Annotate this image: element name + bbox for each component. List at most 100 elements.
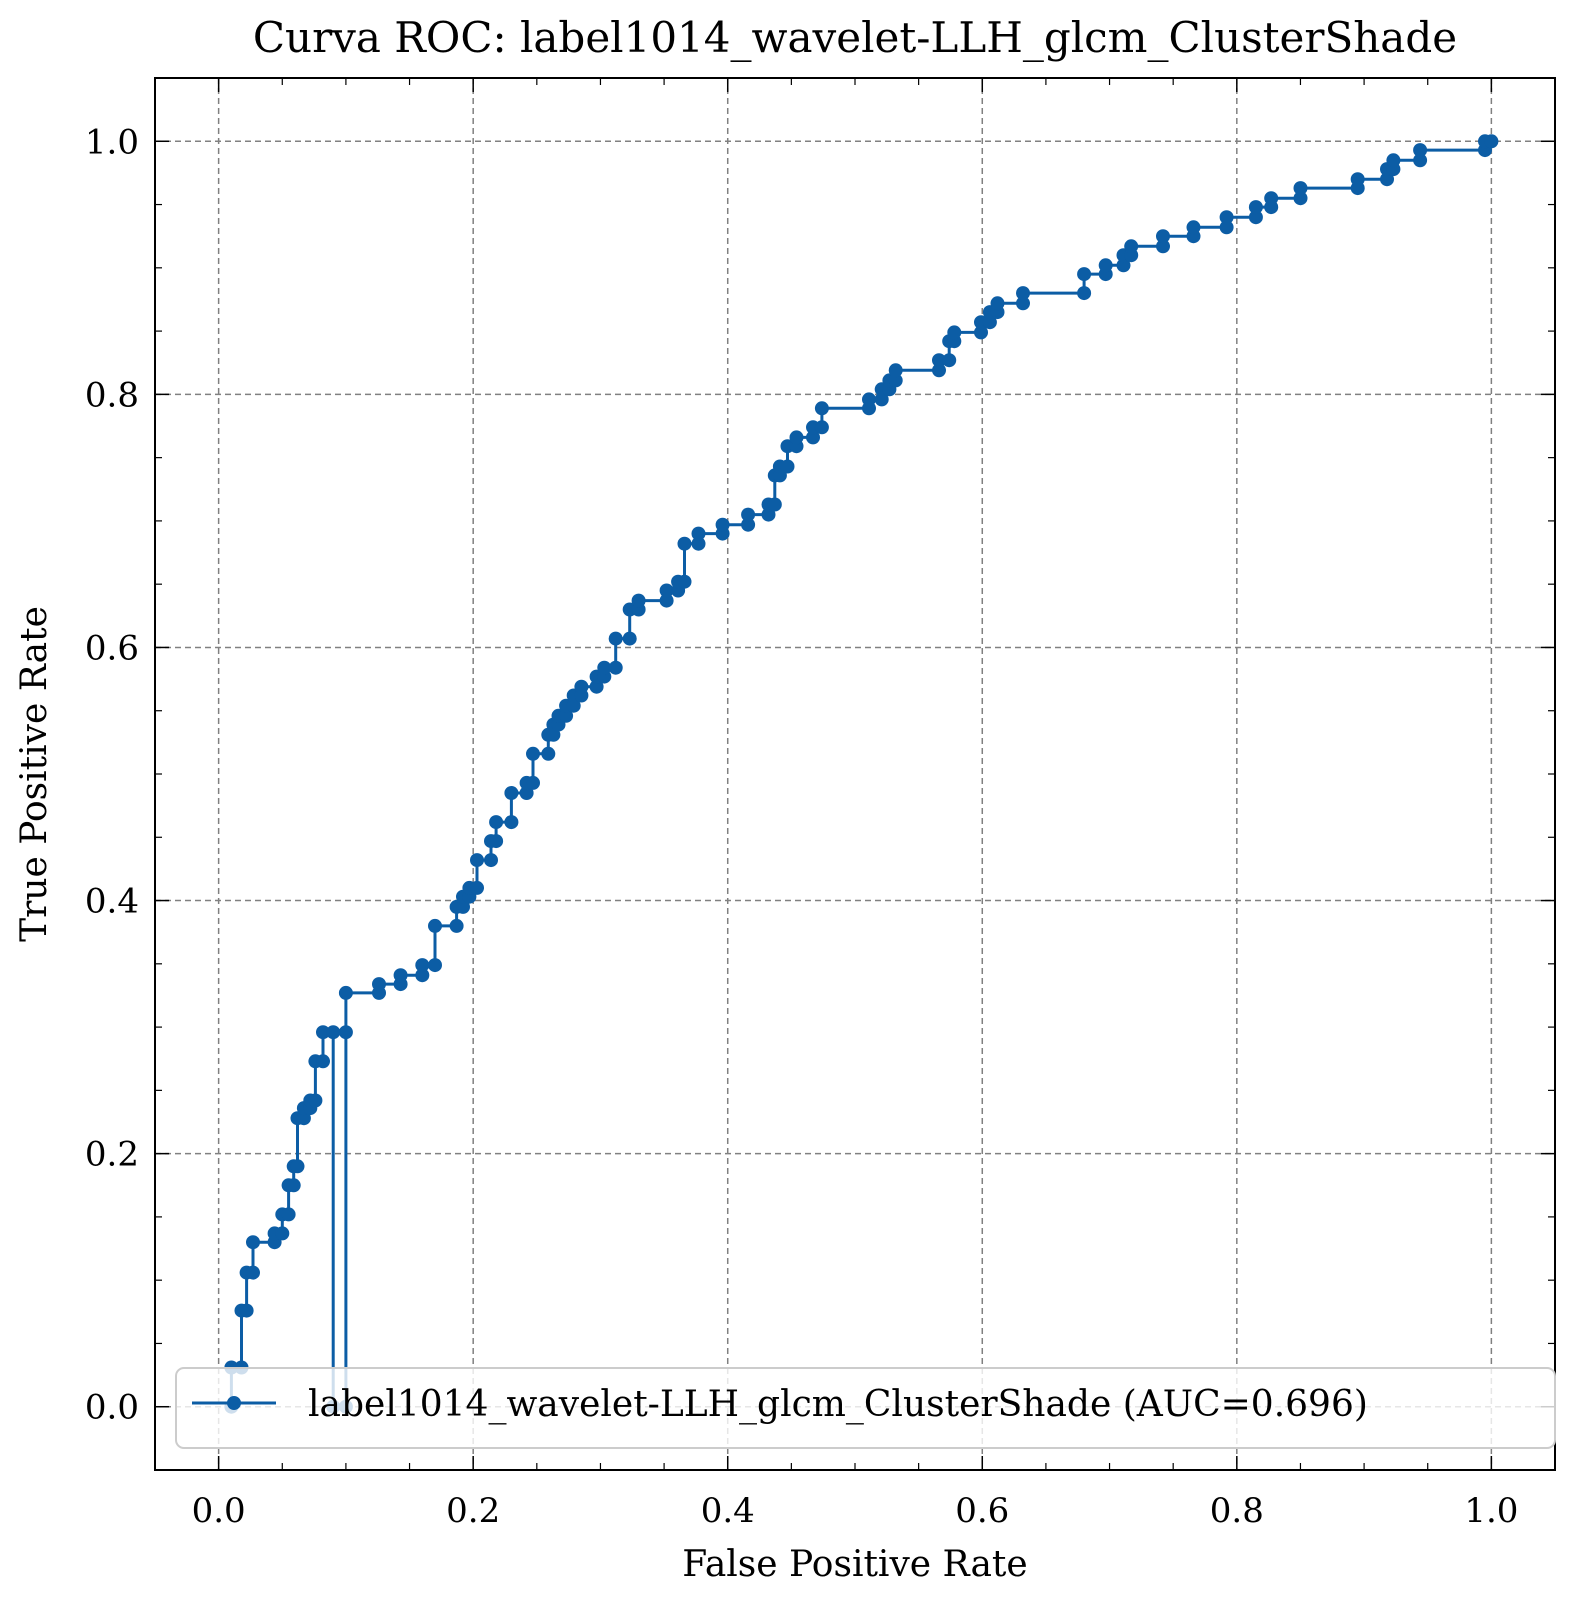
legend-entry-label: label1014_wavelet-LLH_glcm_ClusterShade … [308, 1384, 1368, 1425]
roc-point [814, 420, 829, 435]
tick-labels: 0.0 0.2 0.4 0.6 0.8 1.0 0.0 0.2 0.4 0.6 0.8 1.0 [85, 122, 1518, 1531]
roc-point [1156, 229, 1170, 244]
roc-point [1413, 153, 1428, 168]
roc-point [574, 679, 589, 694]
roc-point [415, 958, 430, 973]
roc-point [932, 363, 946, 378]
roc-point [541, 746, 556, 761]
axis-ticks [154, 77, 1556, 1471]
roc-point [338, 985, 353, 1000]
roc-point [504, 815, 519, 830]
y-tick-label: 0.4 [85, 882, 139, 922]
roc-point [566, 698, 581, 713]
roc-point [862, 392, 876, 407]
roc-point [393, 968, 408, 983]
roc-point [519, 786, 534, 800]
roc-point [1219, 210, 1234, 225]
roc-point [1116, 258, 1131, 273]
roc-point [296, 1111, 311, 1126]
roc-point [691, 536, 706, 551]
roc-point [316, 1054, 330, 1069]
x-tick-label: 1.0 [1464, 1491, 1518, 1531]
roc-point [316, 1025, 330, 1040]
roc-point [761, 507, 776, 522]
roc-point [428, 918, 442, 933]
roc-point [677, 536, 692, 551]
roc-point [484, 853, 498, 868]
roc-point [1016, 286, 1030, 301]
roc-point [1350, 172, 1365, 187]
roc-point [789, 430, 804, 445]
y-tick-label: 1.0 [85, 122, 139, 162]
roc-point [677, 574, 692, 589]
roc-point [597, 660, 612, 675]
roc-point [622, 631, 637, 646]
roc-point [874, 392, 889, 407]
roc-point [932, 353, 946, 368]
roc-point [372, 977, 386, 992]
y-tick-label: 0.8 [85, 375, 139, 415]
roc-point [338, 1025, 353, 1040]
chart-title: Curva ROC: label1014_wavelet-LLH_glcm_Cl… [253, 13, 1457, 62]
roc-point [608, 631, 623, 646]
x-axis-label: False Positive Rate [682, 1544, 1027, 1585]
roc-point [1156, 239, 1170, 254]
roc-point [1016, 296, 1030, 311]
y-tick-label: 0.0 [85, 1388, 139, 1428]
legend: label1014_wavelet-LLH_glcm_ClusterShade … [175, 1367, 1556, 1449]
roc-point [990, 296, 1005, 311]
roc-point [982, 315, 997, 330]
plot-frame [154, 77, 1556, 1471]
roc-point [1484, 134, 1499, 149]
roc-point [290, 1159, 305, 1174]
roc-point [942, 353, 957, 368]
roc-point [239, 1303, 254, 1318]
roc-point [715, 517, 730, 532]
x-tick-label: 0.4 [701, 1491, 755, 1531]
x-tick-label: 0.0 [192, 1491, 246, 1531]
roc-point [767, 497, 782, 512]
roc-point [608, 660, 623, 675]
x-tick-label: 0.6 [955, 1491, 1009, 1531]
roc-point [814, 401, 829, 416]
roc-point [308, 1093, 323, 1108]
roc-point [741, 507, 756, 522]
legend-point-marker [227, 1396, 241, 1410]
roc-point [1380, 172, 1394, 187]
roc-point [1124, 239, 1139, 254]
roc-point [470, 853, 484, 868]
roc-point [1293, 191, 1308, 206]
roc-point [806, 430, 820, 445]
roc-point [526, 775, 540, 790]
roc-point [888, 373, 903, 388]
roc-point [456, 899, 470, 914]
roc-point [974, 325, 988, 340]
x-tick-label: 0.2 [446, 1491, 500, 1531]
legend-box [175, 1367, 1556, 1449]
roc-point [659, 583, 674, 598]
roc-point [449, 918, 464, 933]
roc-point [428, 958, 442, 973]
roc-point [275, 1226, 290, 1241]
x-tick-label: 0.8 [1210, 1491, 1264, 1531]
roc-point [489, 815, 504, 830]
roc-point [1248, 210, 1263, 225]
roc-point [1077, 286, 1092, 301]
roc-point [1186, 220, 1201, 235]
roc-point [1413, 143, 1428, 158]
roc-point [659, 593, 674, 608]
roc-point [489, 834, 504, 849]
roc-point [281, 1207, 296, 1222]
roc-point [246, 1265, 260, 1280]
roc-point [741, 517, 756, 532]
roc-point [1264, 191, 1279, 206]
y-tick-label: 0.6 [85, 628, 139, 668]
y-tick-label: 0.2 [85, 1135, 139, 1175]
roc-point [1248, 200, 1263, 215]
roc-point [589, 679, 604, 694]
roc-point [559, 708, 574, 723]
roc-point [1098, 258, 1113, 273]
